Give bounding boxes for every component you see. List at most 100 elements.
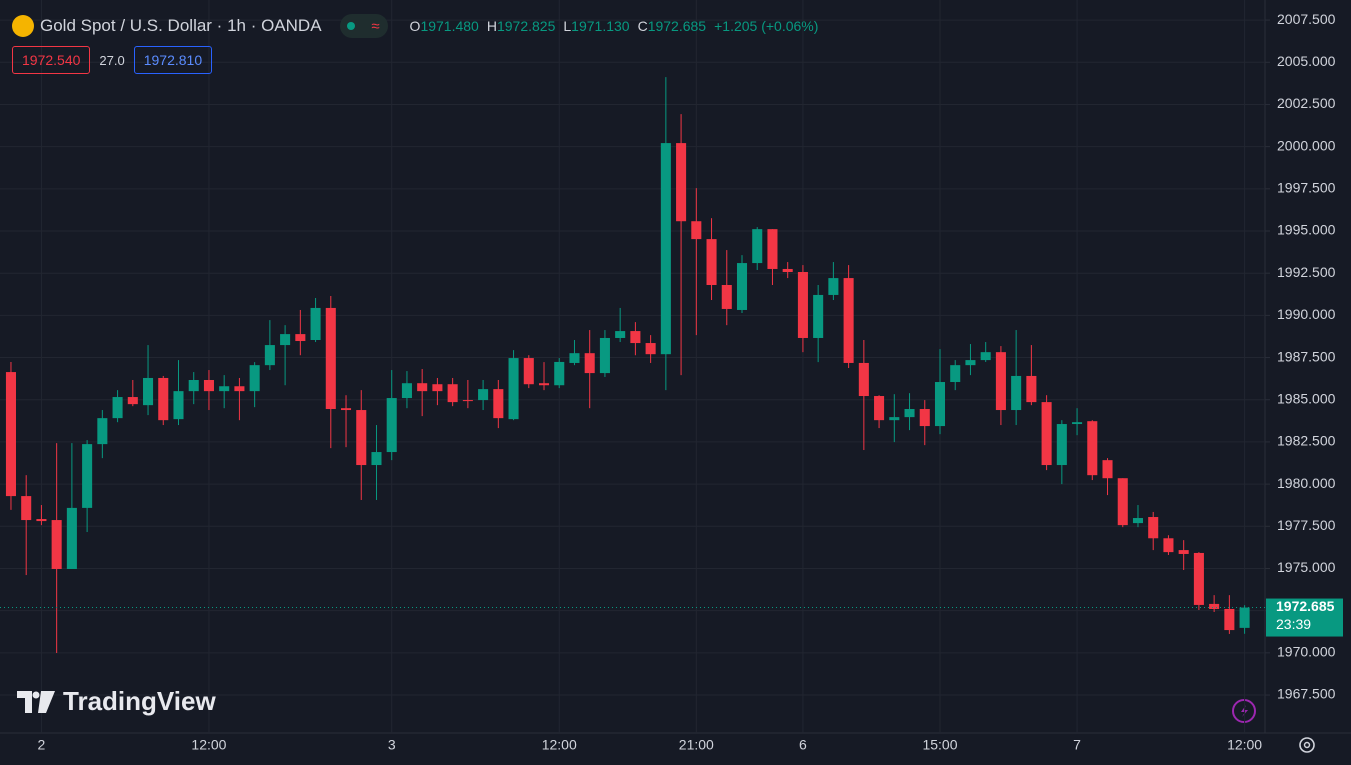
candle-body <box>538 383 550 386</box>
candle-body <box>1026 375 1037 403</box>
candle-body <box>828 278 839 295</box>
y-tick-label: 1980.000 <box>1277 475 1336 491</box>
y-tick-label: 2005.000 <box>1277 53 1336 69</box>
y-tick-label: 1997.500 <box>1277 180 1336 196</box>
y-tick-label: 1985.000 <box>1277 390 1336 406</box>
candle-body <box>1117 478 1128 526</box>
grid <box>0 0 1265 733</box>
sell-price[interactable]: 1972.540 <box>12 46 91 74</box>
candle-body <box>1148 517 1159 539</box>
candle-body <box>1056 424 1067 466</box>
candle-body <box>173 391 184 420</box>
gear <box>1299 737 1315 753</box>
y-tick-label: 2002.500 <box>1277 95 1336 111</box>
y-tick-label: 1995.000 <box>1277 222 1336 238</box>
candle-body <box>706 239 717 285</box>
y-tick-label: 1967.500 <box>1277 686 1336 702</box>
symbol-title[interactable]: Gold Spot / U.S. Dollar · 1h · OANDA <box>40 16 322 35</box>
x-tick-label: 7 <box>1073 737 1081 753</box>
candles <box>5 77 1250 654</box>
candle-body <box>127 397 138 405</box>
candle-body <box>980 352 991 361</box>
candle-body <box>554 361 565 386</box>
candle-body <box>478 389 489 401</box>
candle-body <box>660 143 671 355</box>
candle-body <box>767 229 778 269</box>
y-tick-label: 2007.500 <box>1277 11 1336 27</box>
status-wave: ≈ <box>371 17 380 35</box>
candle-body <box>371 452 382 466</box>
buy-price[interactable]: 1972.810 <box>133 46 213 74</box>
x-tick-label: 21:00 <box>679 737 714 753</box>
gear-center <box>1303 741 1311 749</box>
watermark: TradingView <box>17 686 216 717</box>
candle-body <box>1041 402 1052 466</box>
spread: 27.0 <box>99 52 125 68</box>
candle-body <box>584 353 595 374</box>
candle-body <box>82 444 93 508</box>
x-tick-label: 3 <box>388 737 396 753</box>
watermark-text: TradingView <box>63 686 216 716</box>
candle-body <box>493 389 504 419</box>
ohlc-value: 1972.825 <box>496 18 556 34</box>
candle-body <box>1224 608 1235 631</box>
ohlc-key: C <box>637 18 648 34</box>
candle-body <box>234 386 245 392</box>
alert-icon[interactable] <box>1232 699 1256 723</box>
candle-body <box>843 278 854 363</box>
x-tick-label: 12:00 <box>191 737 226 753</box>
ohlc-item: O1971.480 <box>410 18 479 34</box>
price-tag-value: 1972.685 <box>1276 598 1335 614</box>
candle-body <box>66 507 77 569</box>
candle-body <box>797 272 808 338</box>
candle-body <box>995 352 1006 411</box>
ohlc-value: 1972.685 <box>647 18 707 34</box>
y-tick-label: 1992.500 <box>1277 264 1336 280</box>
x-tick-label: 12:00 <box>1227 737 1262 753</box>
watermark-logo <box>17 690 55 713</box>
ohlc-item: C1972.685 <box>638 18 707 34</box>
change: +1.205 (+0.06%) <box>714 18 819 34</box>
candle-body <box>904 409 915 418</box>
y-tick-label: 1982.500 <box>1277 433 1336 449</box>
candle-body <box>325 307 336 410</box>
y-tick-label: 1970.000 <box>1277 644 1336 660</box>
candle-body <box>401 383 412 399</box>
ohlc-value: 1971.480 <box>420 18 479 34</box>
candle-body <box>508 358 519 420</box>
candle-body <box>21 496 32 521</box>
candle-body <box>462 400 473 402</box>
x-tick-label: 12:00 <box>542 737 577 753</box>
ohlc-key: O <box>409 18 421 34</box>
candle-body <box>264 345 275 366</box>
y-tick-label: 2000.000 <box>1277 137 1336 153</box>
symbol-logo <box>12 15 34 37</box>
ohlc-value: 1971.130 <box>571 18 630 34</box>
y-tick-label: 1977.500 <box>1277 517 1336 533</box>
status-dot <box>347 22 356 30</box>
candle-body <box>219 386 230 392</box>
candle-body <box>965 360 976 366</box>
settings-icon[interactable] <box>1299 737 1315 753</box>
candle-body <box>752 229 763 264</box>
candle-body <box>630 331 641 344</box>
candle-body <box>310 307 321 341</box>
status-pill[interactable]: ≈ <box>339 14 388 38</box>
candle-body <box>1209 603 1220 609</box>
candle-body <box>691 221 702 240</box>
header: Gold Spot / U.S. Dollar · 1h · OANDA ≈ O… <box>12 12 818 40</box>
candle-body <box>858 362 869 397</box>
candle-body <box>569 353 580 363</box>
y-tick-label: 1975.000 <box>1277 559 1336 575</box>
candle-body <box>1011 375 1022 411</box>
alert-ring <box>1232 699 1256 723</box>
candle-body <box>417 383 428 392</box>
x-tick-label: 15:00 <box>922 737 957 753</box>
candle-body <box>736 263 748 310</box>
candle-body <box>188 379 199 392</box>
candle-body <box>813 294 824 338</box>
candle-body <box>1239 607 1250 628</box>
candle-body <box>203 379 214 392</box>
price-tag <box>1266 598 1343 637</box>
